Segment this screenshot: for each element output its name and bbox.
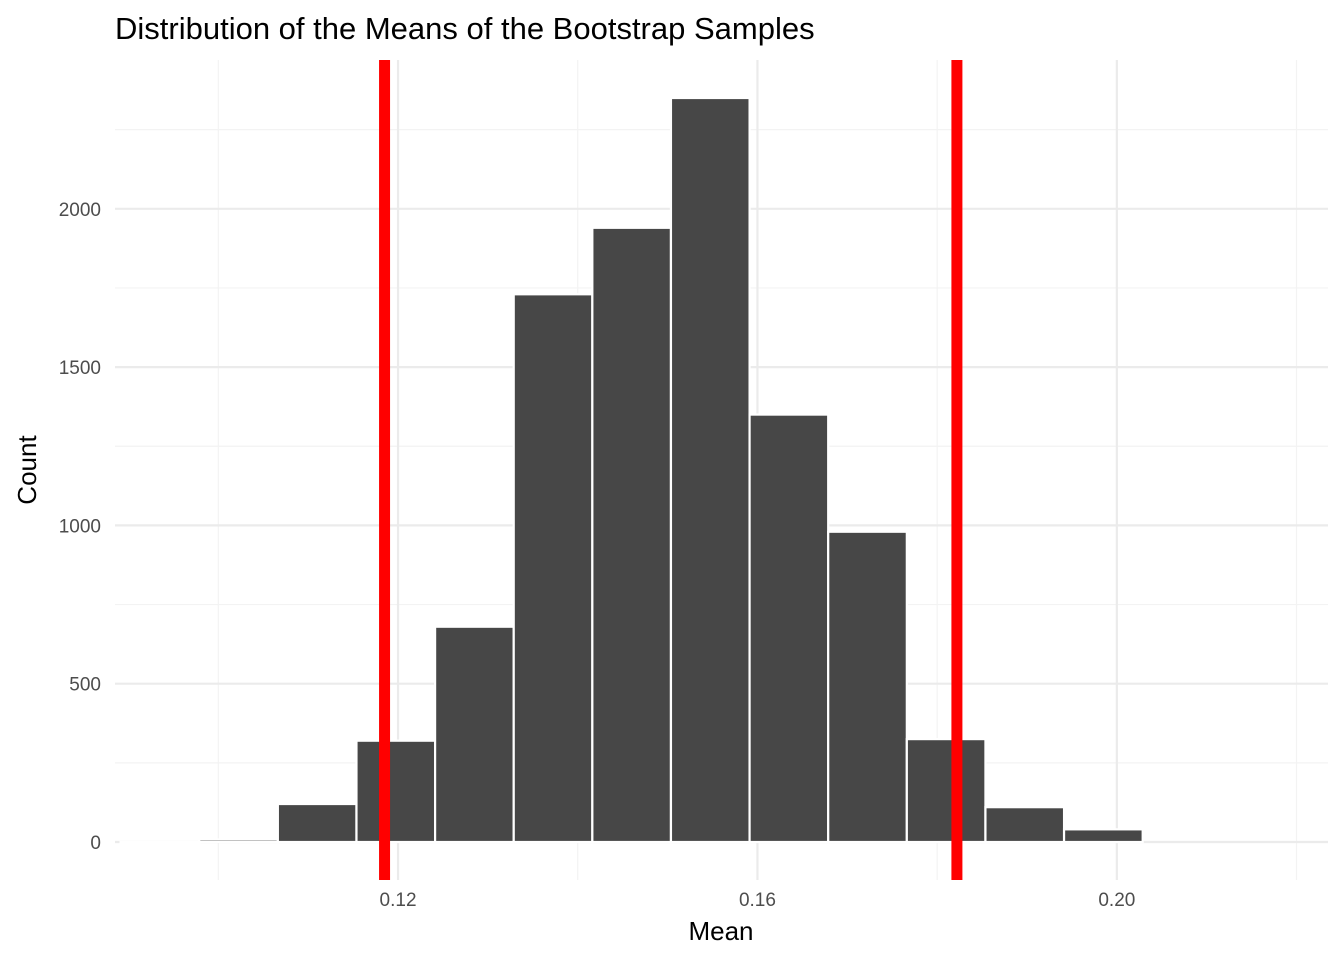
histogram-bar [512,293,594,844]
histogram-bar [827,530,908,844]
histogram-bar [119,840,201,844]
y-axis-title: Count [12,435,42,505]
histogram-bars [119,96,1144,844]
histogram-bar [984,806,1066,844]
chart-title: Distribution of the Means of the Bootstr… [115,11,815,46]
y-tick-label: 500 [69,675,101,696]
histogram-bar [905,738,987,844]
histogram-bar [433,625,515,844]
y-axis-ticks: 0 500 1000 1500 2000 [59,200,101,854]
histogram-bar [669,96,751,844]
x-axis-ticks: 0.12 0.16 0.20 [380,890,1136,911]
interval-lines [379,60,963,880]
histogram-bar [748,413,830,844]
y-tick-label: 2000 [59,200,101,221]
y-tick-label: 1000 [59,516,101,537]
histogram-bar [355,739,437,844]
x-tick-label: 0.16 [739,890,776,911]
y-tick-label: 0 [90,833,101,854]
histogram-bar [1062,828,1144,844]
histogram-bar [591,226,673,844]
x-tick-label: 0.12 [380,890,417,911]
x-axis-title: Mean [688,916,753,946]
histogram-bar [198,838,279,844]
histogram-bar [276,802,358,844]
y-tick-label: 1500 [59,358,101,379]
x-tick-label: 0.20 [1098,890,1135,911]
